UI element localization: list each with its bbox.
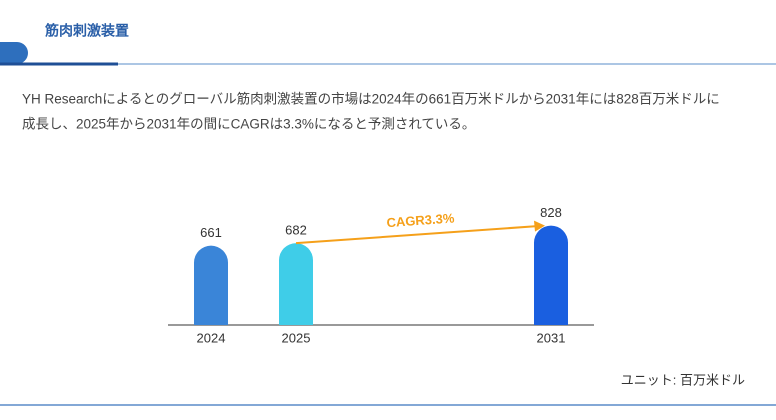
unit-label: ユニット: 百万米ドル [621,372,745,387]
bar [279,243,313,325]
cagr-arrow [295,225,538,245]
paragraph-line: YH Researchによるとのグローバル筋肉刺激装置の市場は2024年の661… [22,91,720,107]
cagr-label: CAGR3.3% [386,210,455,230]
header-title: 筋肉刺激装置 [45,23,129,39]
cagr-arrowhead [534,220,545,232]
x-tick-label: 2025 [282,330,311,345]
bar [194,245,228,325]
x-tick-label: 2031 [537,330,566,345]
header-tab [0,42,28,64]
paragraph-line: 成長し、2025年から2031年の間にCAGRは3.3%になると予測されている。 [22,117,475,132]
value-label: 682 [285,223,307,238]
value-label: 661 [200,225,222,240]
x-tick-label: 2024 [197,330,226,345]
bar [534,225,568,325]
value-label: 828 [540,205,562,220]
